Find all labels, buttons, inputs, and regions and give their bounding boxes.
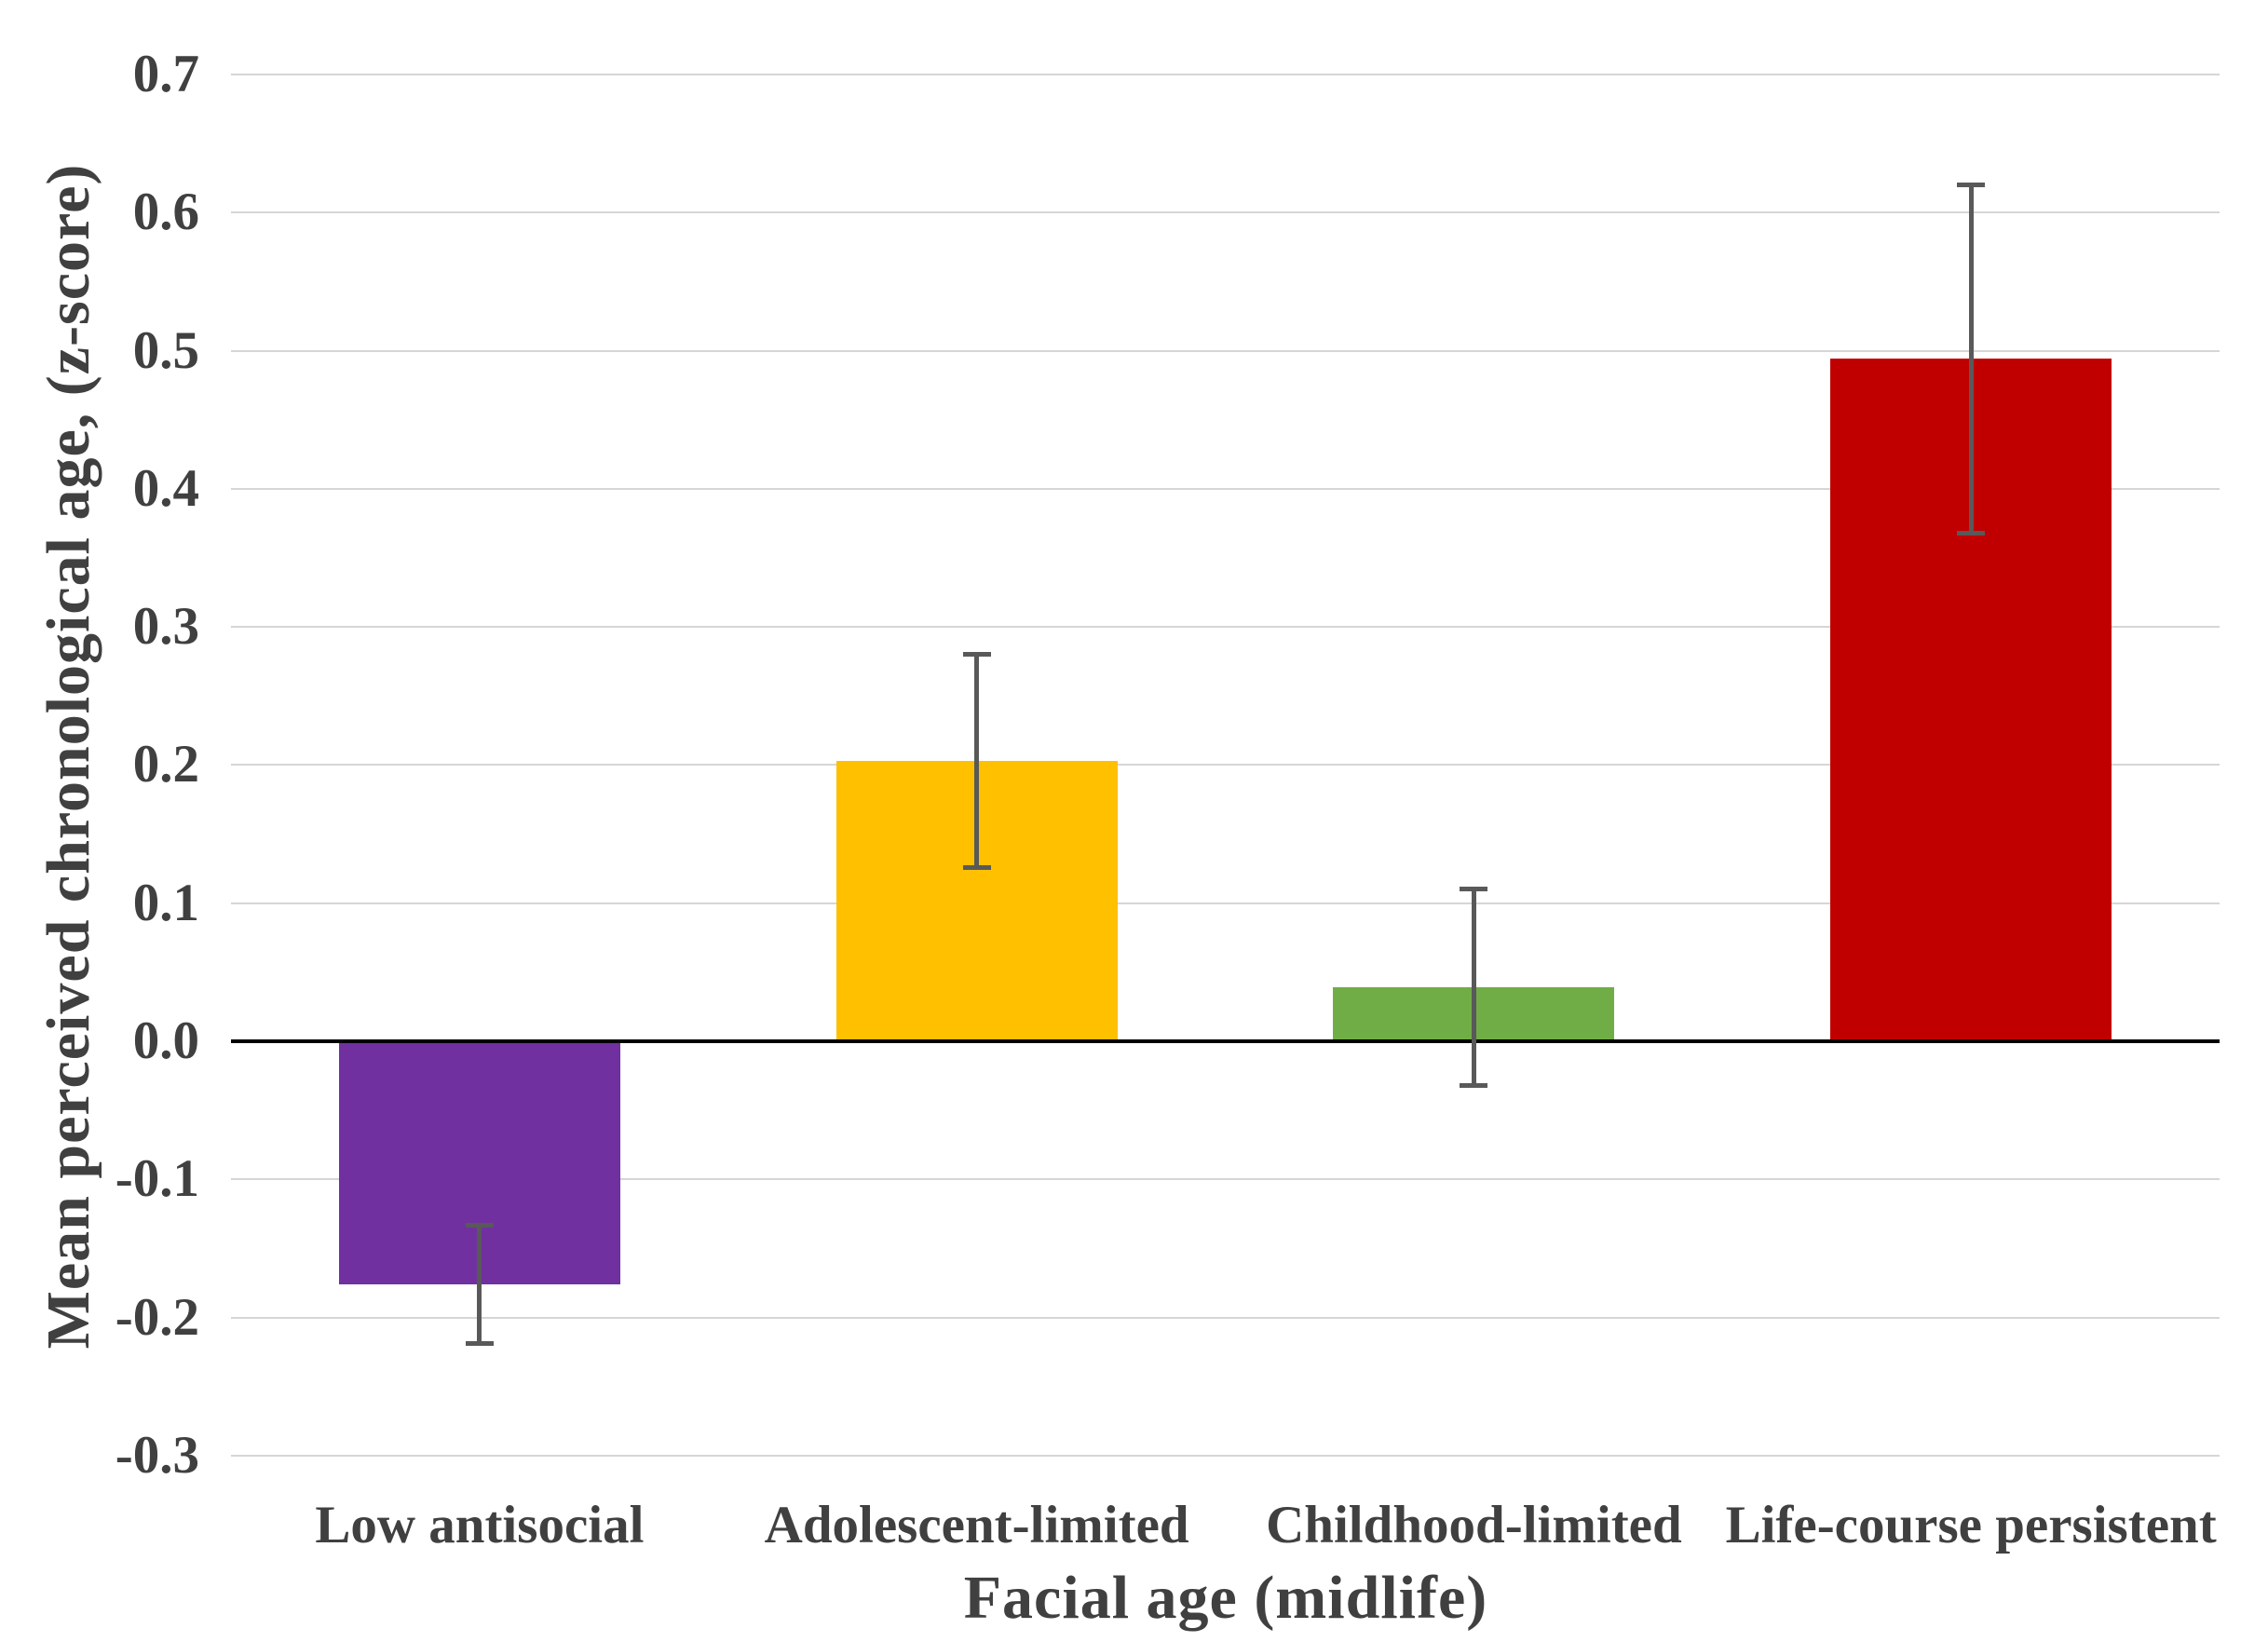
error-bar [974, 654, 980, 868]
gridline [231, 1178, 2220, 1181]
x-axis-title: Facial age (midlife) [963, 1564, 1488, 1632]
error-bar-cap [465, 1341, 494, 1347]
gridline [231, 211, 2220, 214]
error-bar-cap [465, 1222, 494, 1228]
y-tick-label: 0.5 [132, 320, 199, 380]
zero-axis-line [231, 1039, 2220, 1043]
gridline [231, 1316, 2220, 1319]
y-tick-label: -0.1 [115, 1149, 199, 1209]
error-bar [1471, 889, 1476, 1086]
y-tick-label: 0.0 [132, 1011, 199, 1070]
y-tick-label: 0.2 [132, 735, 199, 794]
y-tick-label: -0.3 [115, 1425, 199, 1485]
error-bar-cap [962, 864, 991, 870]
error-bar-cap [962, 652, 991, 658]
error-bar-cap [1460, 887, 1488, 892]
gridline [231, 1454, 2220, 1457]
gridline [231, 73, 2220, 75]
x-category-label: Adolescent-limited [764, 1496, 1189, 1554]
y-tick-label: -0.2 [115, 1287, 199, 1347]
y-tick-label: 0.4 [132, 458, 199, 518]
gridline [231, 626, 2220, 629]
y-tick-label: 0.7 [132, 44, 199, 103]
gridline [231, 487, 2220, 490]
error-bar [477, 1225, 482, 1344]
error-bar-cap [1460, 1082, 1488, 1088]
error-bar-cap [1957, 530, 1986, 536]
x-category-label: Low antisocial [315, 1496, 645, 1554]
y-tick-label: 0.1 [132, 873, 199, 932]
error-bar [1968, 184, 1974, 534]
error-bar-cap [1957, 183, 1986, 188]
gridline [231, 902, 2220, 904]
x-category-label: Childhood-limited [1266, 1496, 1682, 1554]
gridline [231, 349, 2220, 352]
gridline [231, 764, 2220, 767]
y-tick-label: 0.3 [132, 597, 199, 657]
y-tick-label: 0.6 [132, 183, 199, 242]
x-category-label: Life-course persistent [1725, 1496, 2217, 1554]
